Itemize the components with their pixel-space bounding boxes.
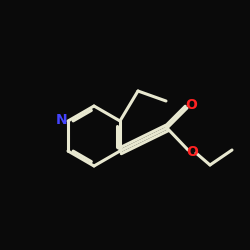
Text: O: O — [186, 145, 198, 159]
Text: O: O — [185, 98, 197, 112]
Text: N: N — [56, 113, 68, 127]
